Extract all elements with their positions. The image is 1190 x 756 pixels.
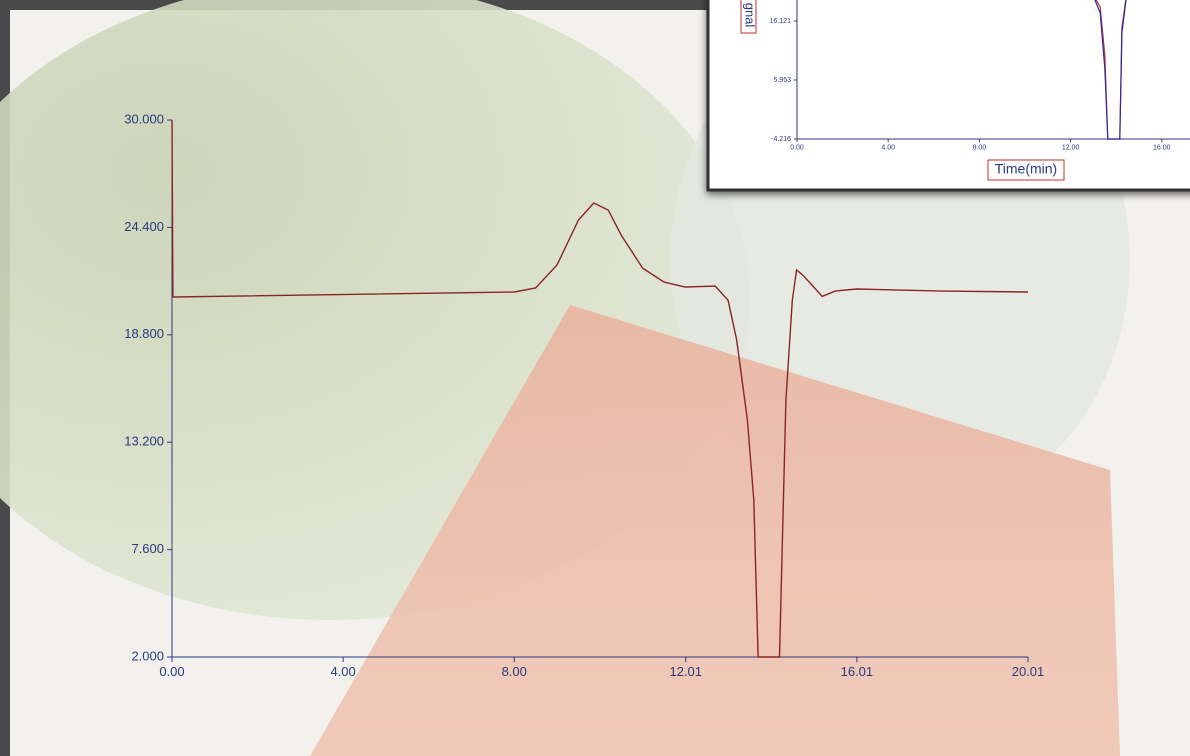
x-tick-label: 12.00 (1062, 144, 1080, 151)
y-tick-label: 7.600 (131, 541, 164, 556)
y-tick-label: 5.953 (773, 77, 791, 84)
y-label-box (740, 0, 757, 34)
inset-background (706, 0, 1190, 192)
y-tick-label: 16.121 (770, 18, 792, 25)
y-tick-label: 24.400 (124, 219, 164, 234)
x-tick-label: 20.01 (1012, 664, 1045, 679)
x-tick-label: 0.00 (790, 144, 804, 151)
y-tick-label: 30.000 (124, 111, 164, 126)
x-tick-label: 8.00 (973, 144, 987, 151)
y-tick-label: 13.200 (124, 434, 164, 449)
x-tick-label: 4.00 (330, 664, 355, 679)
inset-window (706, 0, 1190, 192)
y-tick-label: -4.216 (771, 136, 791, 143)
data-line (1095, 0, 1127, 140)
x-axis-label: Time(min) (995, 161, 1057, 177)
y-axis-label: gnal (743, 3, 758, 28)
x-tick-label: 8.00 (502, 664, 527, 679)
x-label-box (987, 159, 1065, 181)
x-tick-label: 4.00 (881, 144, 895, 151)
x-tick-label: 16.01 (841, 664, 874, 679)
background-shape (310, 305, 1120, 756)
y-tick-label: 18.800 (124, 326, 164, 341)
y-tick-label: 2.000 (131, 648, 164, 663)
x-tick-label: 0.00 (159, 664, 184, 679)
main-chart: 2.000 7.600 13.200 18.800 24.400 30.000 0.00 4.… (124, 111, 1044, 678)
x-tick-label: 12.01 (669, 664, 702, 679)
data-line (171, 119, 1029, 658)
data-line (1094, 0, 1127, 140)
inset-chart: -4.216 5.953 16.121 0.00 4.00 8.00 12.00 16.00 T… (743, 0, 1190, 177)
x-tick-label: 16.00 (1153, 144, 1171, 151)
